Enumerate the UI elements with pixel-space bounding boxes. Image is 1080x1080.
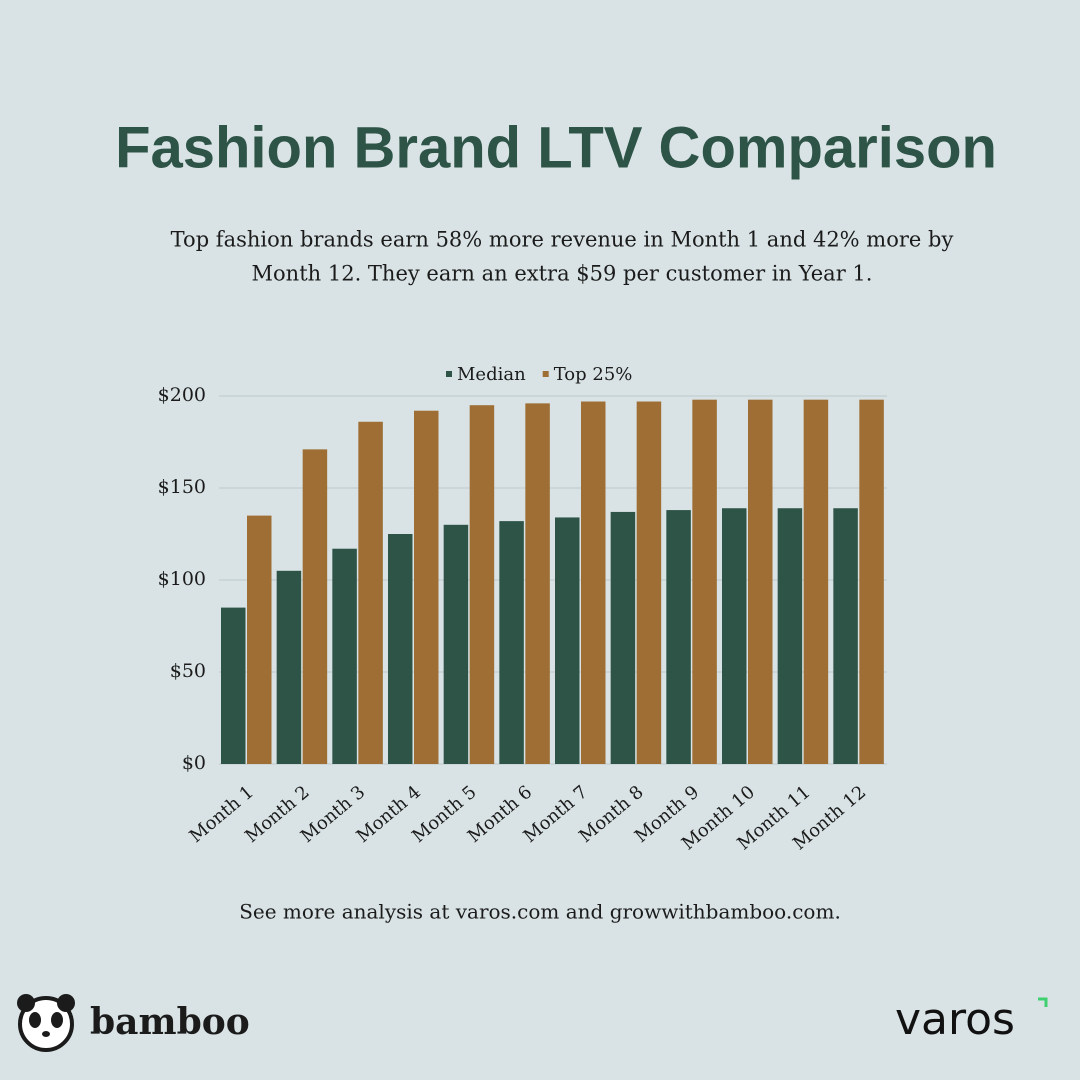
bar xyxy=(666,510,691,764)
bar xyxy=(636,401,662,764)
legend-marker xyxy=(446,371,452,377)
legend-marker xyxy=(542,371,549,377)
y-tick-label: $50 xyxy=(170,660,206,682)
bar xyxy=(610,511,636,764)
subtitle: Top fashion brands earn 58% more revenue… xyxy=(171,228,954,252)
bar xyxy=(443,524,469,764)
bar xyxy=(358,421,383,764)
bar xyxy=(777,508,803,764)
y-tick-label: $0 xyxy=(182,752,206,774)
bar xyxy=(469,405,495,764)
bar xyxy=(722,508,747,764)
y-tick-label: $200 xyxy=(158,384,206,406)
varos-logo: varos xyxy=(895,994,1048,1045)
bar xyxy=(748,399,773,764)
bar xyxy=(302,449,328,764)
bar xyxy=(499,521,524,764)
bar xyxy=(221,607,246,764)
bamboo-logo: bamboo xyxy=(17,994,250,1052)
title: Fashion Brand LTV Comparison xyxy=(115,115,997,180)
bar xyxy=(332,548,357,764)
legend-label: Top 25% xyxy=(554,364,633,385)
bar xyxy=(581,401,606,764)
bar xyxy=(525,403,550,764)
subtitle: Month 12. They earn an extra $59 per cus… xyxy=(252,262,873,286)
bamboo-wordmark: bamboo xyxy=(90,1001,250,1043)
bar xyxy=(414,410,439,764)
y-tick-label: $100 xyxy=(158,568,206,590)
bar xyxy=(859,399,884,764)
y-tick-label: $150 xyxy=(158,476,206,498)
footer: See more analysis at varos.com and groww… xyxy=(239,900,841,924)
varos-wordmark: varos xyxy=(895,994,1015,1045)
bar xyxy=(803,399,829,764)
bar xyxy=(833,508,858,764)
bar xyxy=(692,399,717,764)
bar xyxy=(247,515,272,764)
bar xyxy=(276,570,302,764)
bar xyxy=(555,517,580,764)
bar xyxy=(388,534,413,764)
legend-label: Median xyxy=(457,364,526,385)
